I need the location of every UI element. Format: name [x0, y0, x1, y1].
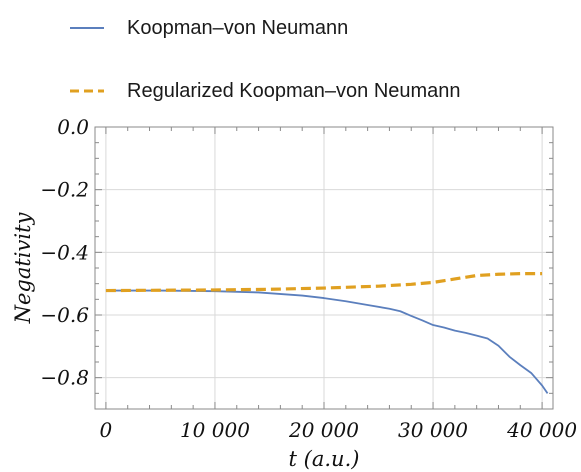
grid — [95, 126, 553, 409]
series — [105, 272, 549, 394]
ticks: 0 10 000 20 000 30 000 40 000 0.0 −0.2 −0.4 −0.6… — [40, 115, 577, 442]
y-tick-label: −0.8 — [40, 366, 89, 390]
legend-item-regularized: Regularized Koopman–von Neumann — [70, 80, 461, 102]
series-regularized-line — [105, 272, 543, 293]
x-axis-title: t (a.u.) — [289, 447, 360, 471]
series-koopman-line — [105, 289, 549, 394]
legend: Koopman–von Neumann Regularized Koopman–… — [70, 17, 461, 102]
y-tick-label: −0.2 — [40, 178, 89, 202]
legend-item-koopman: Koopman–von Neumann — [70, 17, 348, 39]
y-tick-label: −0.4 — [40, 240, 89, 264]
y-axis-title: Negativity — [11, 211, 35, 324]
x-tick-label: 10 000 — [180, 418, 250, 442]
legend-label-regularized: Regularized Koopman–von Neumann — [127, 80, 461, 102]
y-tick-label: −0.6 — [40, 303, 89, 327]
x-tick-label: 20 000 — [288, 418, 359, 442]
x-tick-label: 0 — [100, 418, 113, 442]
legend-label-koopman: Koopman–von Neumann — [127, 17, 348, 39]
y-tick-label: 0.0 — [57, 115, 89, 139]
x-tick-label: 30 000 — [398, 418, 468, 442]
x-tick-label: 40 000 — [506, 418, 577, 442]
